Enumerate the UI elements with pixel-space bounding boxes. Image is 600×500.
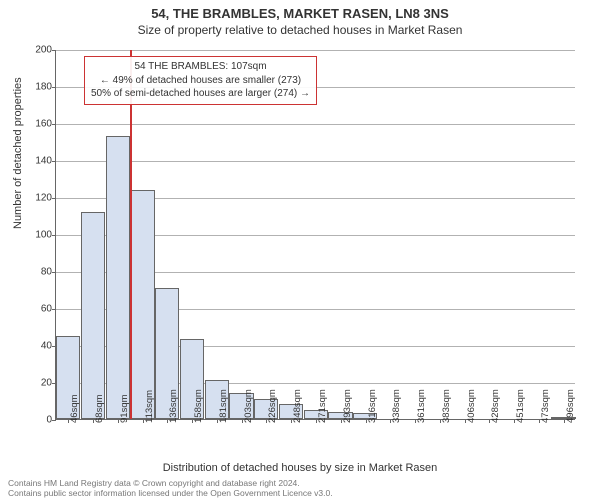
x-tick-label: 46sqm xyxy=(69,394,80,423)
property-annotation-box: 54 THE BRAMBLES: 107sqm ← 49% of detache… xyxy=(84,56,317,105)
x-tick-label: 316sqm xyxy=(367,389,378,423)
gridline xyxy=(56,124,575,125)
y-tick-label: 60 xyxy=(41,304,52,315)
histogram-bar xyxy=(81,212,105,419)
y-tick-label: 160 xyxy=(35,119,52,130)
x-tick-label: 473sqm xyxy=(540,389,551,423)
annotation-property: 54 THE BRAMBLES: 107sqm xyxy=(91,60,310,74)
x-tick-label: 181sqm xyxy=(218,389,229,423)
x-tick-label: 361sqm xyxy=(416,389,427,423)
x-tick-label: 113sqm xyxy=(144,390,155,423)
y-tick-mark xyxy=(52,87,56,88)
x-tick-label: 451sqm xyxy=(515,389,526,423)
x-tick-label: 383sqm xyxy=(441,389,452,423)
histogram-bar xyxy=(106,136,130,419)
x-tick-label: 226sqm xyxy=(267,389,278,423)
y-tick-label: 180 xyxy=(35,82,52,93)
x-tick-label: 293sqm xyxy=(342,389,353,423)
y-tick-label: 20 xyxy=(41,378,52,389)
chart-titles: 54, THE BRAMBLES, MARKET RASEN, LN8 3NS … xyxy=(0,0,600,37)
y-tick-mark xyxy=(52,124,56,125)
x-tick-label: 91sqm xyxy=(119,394,130,423)
footer-line2: Contains public sector information licen… xyxy=(8,488,333,498)
histogram-bar xyxy=(130,190,154,419)
x-tick-label: 428sqm xyxy=(490,389,501,423)
x-tick-label: 158sqm xyxy=(193,389,204,423)
title-subtitle: Size of property relative to detached ho… xyxy=(0,23,600,37)
y-tick-label: 200 xyxy=(35,45,52,56)
footer-attribution: Contains HM Land Registry data © Crown c… xyxy=(8,478,333,498)
footer-line1: Contains HM Land Registry data © Crown c… xyxy=(8,478,333,488)
y-tick-label: 140 xyxy=(35,156,52,167)
x-tick-label: 338sqm xyxy=(391,389,402,423)
y-axis-label: Number of detached properties xyxy=(12,77,24,229)
gridline xyxy=(56,161,575,162)
title-address: 54, THE BRAMBLES, MARKET RASEN, LN8 3NS xyxy=(0,6,600,21)
histogram-plot: 02040608010012014016018020046sqm68sqm91s… xyxy=(55,50,575,420)
x-tick-label: 406sqm xyxy=(466,389,477,423)
x-tick-label: 68sqm xyxy=(94,394,105,423)
x-tick-label: 203sqm xyxy=(243,389,254,423)
y-tick-label: 120 xyxy=(35,193,52,204)
y-tick-mark xyxy=(52,50,56,51)
x-tick-label: 271sqm xyxy=(317,389,328,423)
y-tick-mark xyxy=(52,272,56,273)
x-tick-label: 248sqm xyxy=(292,389,303,423)
x-tick-label: 136sqm xyxy=(168,389,179,423)
x-axis-label: Distribution of detached houses by size … xyxy=(0,462,600,474)
y-tick-label: 100 xyxy=(35,230,52,241)
y-tick-label: 0 xyxy=(46,415,52,426)
annotation-larger: 50% of semi-detached houses are larger (… xyxy=(91,87,310,101)
y-tick-mark xyxy=(52,309,56,310)
y-tick-mark xyxy=(52,235,56,236)
annotation-smaller: ← 49% of detached houses are smaller (27… xyxy=(91,74,310,88)
y-tick-label: 40 xyxy=(41,341,52,352)
gridline xyxy=(56,50,575,51)
property-marker-line xyxy=(130,50,132,419)
y-tick-label: 80 xyxy=(41,267,52,278)
x-tick-label: 496sqm xyxy=(565,389,576,423)
y-tick-mark xyxy=(52,161,56,162)
y-tick-mark xyxy=(52,420,56,421)
y-tick-mark xyxy=(52,198,56,199)
